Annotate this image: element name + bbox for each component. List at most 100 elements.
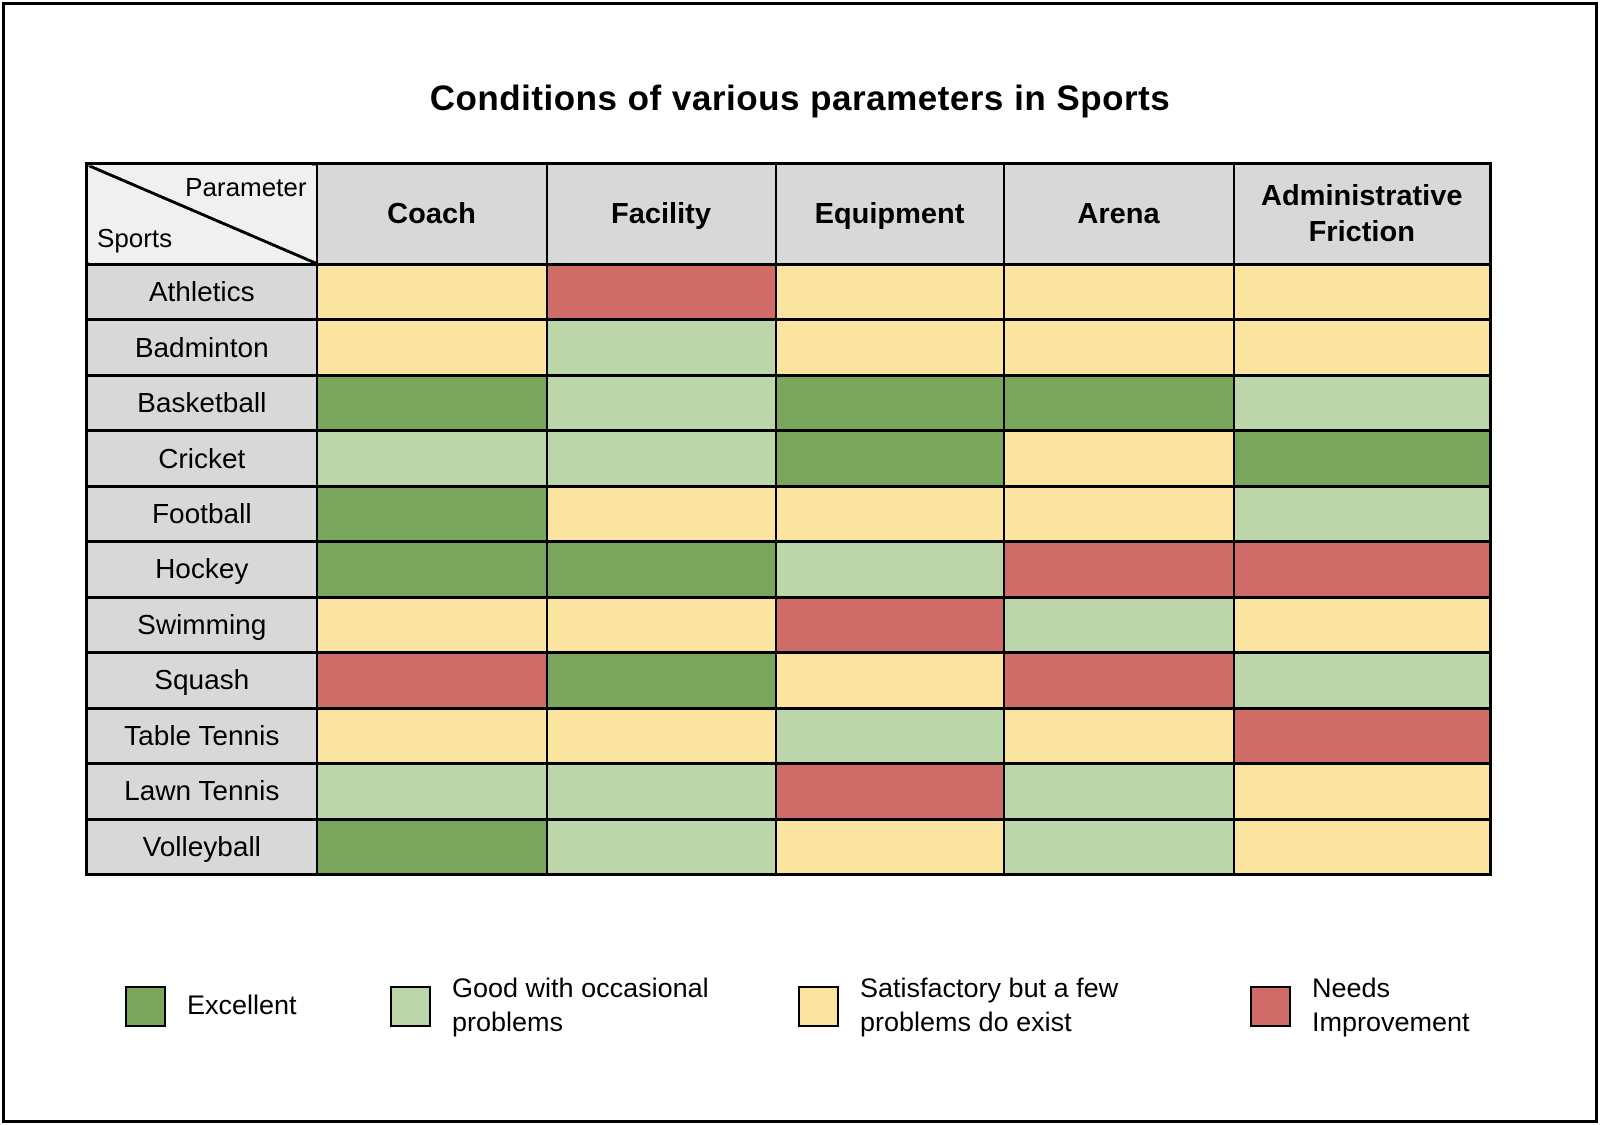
corner-cell: Parameter Sports (85, 162, 318, 266)
row-header-football: Football (85, 484, 318, 544)
table-row-basketball: Basketball (85, 373, 1492, 433)
cell-badminton-facility (545, 318, 777, 377)
cell-cricket-arena (1002, 429, 1235, 488)
row-header-athletics: Athletics (85, 262, 318, 322)
cell-table-tennis-coach (315, 706, 548, 766)
cell-basketball-coach (315, 373, 548, 433)
cell-football-coach (315, 484, 548, 544)
column-header-equipment: Equipment (774, 162, 1005, 266)
legend-item-good: Good with occasional problems (390, 960, 722, 1052)
cell-table-tennis-arena (1002, 706, 1235, 766)
row-header-volleyball: Volleyball (85, 817, 318, 877)
cell-athletics-coach (315, 262, 548, 322)
cell-lawn-tennis-coach (315, 762, 548, 821)
cell-swimming-facility (545, 595, 777, 655)
legend-label-needs_improvement: Needs Improvement (1312, 973, 1470, 1037)
cell-lawn-tennis-equipment (774, 762, 1005, 821)
cell-athletics-facility (545, 262, 777, 322)
legend-item-satisfactory: Satisfactory but a few problems do exist (798, 960, 1160, 1052)
table-row-badminton: Badminton (85, 318, 1492, 377)
legend-swatch-good (390, 985, 431, 1027)
conditions-table: Parameter Sports Coach Facility Equipment A… (85, 162, 1492, 877)
legend-label-satisfactory: Satisfactory but a few problems do exist (860, 973, 1119, 1037)
header-row: Parameter Sports Coach Facility Equipment A… (85, 162, 1492, 266)
cell-swimming-equipment (774, 595, 1005, 655)
column-header-arena: Arena (1002, 162, 1235, 266)
cell-squash-coach (315, 651, 548, 710)
table-row-squash: Squash (85, 651, 1492, 710)
table-body: Athletics Badminton Basketball Cricket Footb… (85, 262, 1492, 877)
table-row-cricket: Cricket (85, 429, 1492, 488)
cell-swimming-administrative-friction (1232, 595, 1492, 655)
legend-swatch-needs_improvement (1250, 985, 1291, 1027)
row-header-swimming: Swimming (85, 595, 318, 655)
cell-athletics-arena (1002, 262, 1235, 322)
corner-sports-label: Sports (97, 223, 173, 253)
table-row-lawn-tennis: Lawn Tennis (85, 762, 1492, 821)
table-row-table-tennis: Table Tennis (85, 706, 1492, 766)
legend-item-excellent: Excellent (125, 960, 297, 1052)
cell-basketball-administrative-friction (1232, 373, 1492, 433)
cell-volleyball-coach (315, 817, 548, 877)
table-row-football: Football (85, 484, 1492, 544)
row-header-table-tennis: Table Tennis (85, 706, 318, 766)
cell-athletics-administrative-friction (1232, 262, 1492, 322)
row-header-basketball: Basketball (85, 373, 318, 433)
cell-football-equipment (774, 484, 1005, 544)
cell-lawn-tennis-administrative-friction (1232, 762, 1492, 821)
cell-hockey-administrative-friction (1232, 540, 1492, 599)
column-header-coach: Coach (315, 162, 548, 266)
cell-badminton-administrative-friction (1232, 318, 1492, 377)
table-row-athletics: Athletics (85, 262, 1492, 322)
cell-football-arena (1002, 484, 1235, 544)
legend-swatch-satisfactory (798, 985, 839, 1027)
column-header-facility: Facility (545, 162, 777, 266)
cell-volleyball-equipment (774, 817, 1005, 877)
cell-badminton-equipment (774, 318, 1005, 377)
cell-cricket-administrative-friction (1232, 429, 1492, 488)
legend-label-excellent: Excellent (187, 990, 297, 1021)
page-title: Conditions of various parameters in Spor… (429, 79, 1171, 118)
cell-squash-facility (545, 651, 777, 710)
cell-table-tennis-equipment (774, 706, 1005, 766)
row-header-hockey: Hockey (85, 540, 318, 599)
cell-lawn-tennis-facility (545, 762, 777, 821)
cell-volleyball-administrative-friction (1232, 817, 1492, 877)
cell-cricket-equipment (774, 429, 1005, 488)
cell-basketball-arena (1002, 373, 1235, 433)
cell-hockey-coach (315, 540, 548, 599)
table-row-swimming: Swimming (85, 595, 1492, 655)
legend: Excellent Good with occasional problems Sa… (0, 960, 1600, 1060)
cell-table-tennis-administrative-friction (1232, 706, 1492, 766)
cell-swimming-coach (315, 595, 548, 655)
cell-badminton-coach (315, 318, 548, 377)
legend-item-needs_improvement: Needs Improvement (1250, 960, 1497, 1052)
table-row-hockey: Hockey (85, 540, 1492, 599)
row-header-squash: Squash (85, 651, 318, 710)
legend-swatch-excellent (125, 985, 166, 1027)
cell-hockey-facility (545, 540, 777, 599)
cell-lawn-tennis-arena (1002, 762, 1235, 821)
cell-squash-equipment (774, 651, 1005, 710)
row-header-badminton: Badminton (85, 318, 318, 377)
cell-table-tennis-facility (545, 706, 777, 766)
cell-squash-arena (1002, 651, 1235, 710)
row-header-cricket: Cricket (85, 429, 318, 488)
cell-squash-administrative-friction (1232, 651, 1492, 710)
cell-athletics-equipment (774, 262, 1005, 322)
cell-volleyball-facility (545, 817, 777, 877)
cell-basketball-equipment (774, 373, 1005, 433)
column-header-administrative-friction: Administrative Friction (1232, 162, 1492, 266)
cell-hockey-equipment (774, 540, 1005, 599)
cell-basketball-facility (545, 373, 777, 433)
cell-football-facility (545, 484, 777, 544)
cell-swimming-arena (1002, 595, 1235, 655)
row-header-lawn-tennis: Lawn Tennis (85, 762, 318, 821)
cell-cricket-facility (545, 429, 777, 488)
cell-hockey-arena (1002, 540, 1235, 599)
cell-football-administrative-friction (1232, 484, 1492, 544)
legend-label-good: Good with occasional problems (452, 973, 709, 1037)
table-row-volleyball: Volleyball (85, 817, 1492, 877)
cell-cricket-coach (315, 429, 548, 488)
cell-volleyball-arena (1002, 817, 1235, 877)
